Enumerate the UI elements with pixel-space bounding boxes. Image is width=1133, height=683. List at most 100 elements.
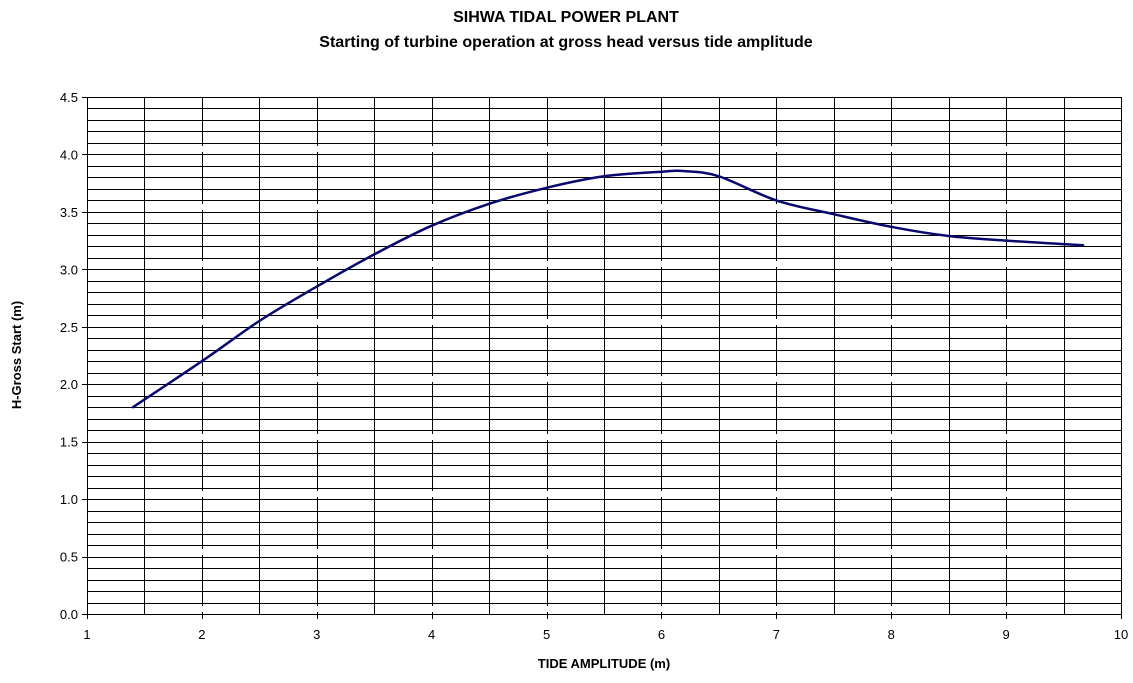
grid-gap <box>890 89 893 95</box>
grid-gap <box>890 204 893 210</box>
grid-gap <box>316 204 319 210</box>
grid-gap <box>660 89 663 95</box>
y-tick-label: 2.5 <box>60 320 78 335</box>
x-tick-label: 4 <box>428 627 435 642</box>
grid-gap <box>1005 491 1008 497</box>
x-tick-label: 10 <box>1114 627 1128 642</box>
grid-gap <box>431 261 434 267</box>
grid-gap <box>431 204 434 210</box>
y-tick-label: 2.0 <box>60 377 78 392</box>
grid-gap <box>431 434 434 440</box>
grid-gap <box>890 319 893 325</box>
series-line <box>131 169 1085 409</box>
grid-gap <box>546 319 549 325</box>
grid-gap <box>316 434 319 440</box>
y-tick-label: 1.5 <box>60 435 78 450</box>
x-tick-label: 2 <box>198 627 205 642</box>
grid-gap <box>890 549 893 555</box>
grid-gap <box>201 146 204 152</box>
grid-gap <box>660 434 663 440</box>
chart-title: SIHWA TIDAL POWER PLANT <box>453 9 679 26</box>
x-tick-label: 8 <box>888 627 895 642</box>
y-tick-label: 3.0 <box>60 262 78 277</box>
grid-gap <box>546 491 549 497</box>
grid-gap <box>201 434 204 440</box>
grid-gap <box>660 549 663 555</box>
grid-gap <box>316 261 319 267</box>
grid-gap <box>660 491 663 497</box>
grid-gap <box>1005 549 1008 555</box>
grid-gap <box>431 549 434 555</box>
grid-gap <box>201 319 204 325</box>
grid-gap <box>775 204 778 210</box>
grid-gap <box>316 146 319 152</box>
grid-gap <box>775 261 778 267</box>
grid-gap <box>890 434 893 440</box>
grid-gap <box>431 89 434 95</box>
y-tick-label: 3.5 <box>60 205 78 220</box>
grid-major <box>144 89 1065 614</box>
grid-gap <box>201 606 204 612</box>
grid-gap <box>431 319 434 325</box>
x-tick-label: 1 <box>83 627 90 642</box>
grid-gap <box>546 89 549 95</box>
grid-gap <box>1005 261 1008 267</box>
grid-gap <box>660 376 663 382</box>
grid-gap <box>546 606 549 612</box>
grid-gap <box>775 89 778 95</box>
grid-gap <box>890 261 893 267</box>
grid-gap <box>775 376 778 382</box>
x-tick-label: 3 <box>313 627 320 642</box>
grid-gap <box>1005 319 1008 325</box>
grid-gap <box>890 491 893 497</box>
chart-subtitle: Starting of turbine operation at gross h… <box>319 34 813 51</box>
grid-gap <box>546 204 549 210</box>
grid-gap <box>201 491 204 497</box>
grid-gap <box>316 376 319 382</box>
grid-gap <box>660 319 663 325</box>
grid-gap <box>1005 376 1008 382</box>
x-tick-label: 5 <box>543 627 550 642</box>
grid-gap <box>660 204 663 210</box>
grid-gap <box>1005 146 1008 152</box>
axes <box>82 97 1122 619</box>
grid-gap <box>316 319 319 325</box>
grid-gap <box>890 376 893 382</box>
x-tick-labels: 1 2 3 4 5 6 7 8 9 10 <box>83 627 1128 642</box>
grid-gap <box>316 89 319 95</box>
grid-gap <box>201 376 204 382</box>
y-tick-label: 4.0 <box>60 147 78 162</box>
grid-gap <box>431 491 434 497</box>
grid-gap <box>1005 606 1008 612</box>
grid-gap <box>546 549 549 555</box>
series-layer <box>131 169 1085 409</box>
grid-gap <box>775 146 778 152</box>
grid-gap <box>546 376 549 382</box>
grid-gap <box>316 549 319 555</box>
grid-gap <box>201 261 204 267</box>
grid-gap <box>660 261 663 267</box>
x-axis-title: TIDE AMPLITUDE (m) <box>538 656 670 671</box>
x-tick-label: 9 <box>1002 627 1009 642</box>
y-tick-label: 0.0 <box>60 607 78 622</box>
grid-gap <box>546 261 549 267</box>
x-tick-label: 6 <box>658 627 665 642</box>
grid-gap <box>431 606 434 612</box>
grid-gap <box>890 146 893 152</box>
grid-gap <box>660 146 663 152</box>
grid-gap <box>431 376 434 382</box>
y-tick-label: 1.0 <box>60 492 78 507</box>
grid-gap <box>431 146 434 152</box>
grid-gap <box>1005 204 1008 210</box>
grid-gap <box>775 434 778 440</box>
y-tick-label: 0.5 <box>60 550 78 565</box>
grid-gap <box>1005 434 1008 440</box>
grid-gap <box>316 491 319 497</box>
grid-gap <box>316 606 319 612</box>
grid-gap <box>660 606 663 612</box>
grid-gap <box>546 146 549 152</box>
grid-gap <box>890 606 893 612</box>
grid-gap <box>201 204 204 210</box>
